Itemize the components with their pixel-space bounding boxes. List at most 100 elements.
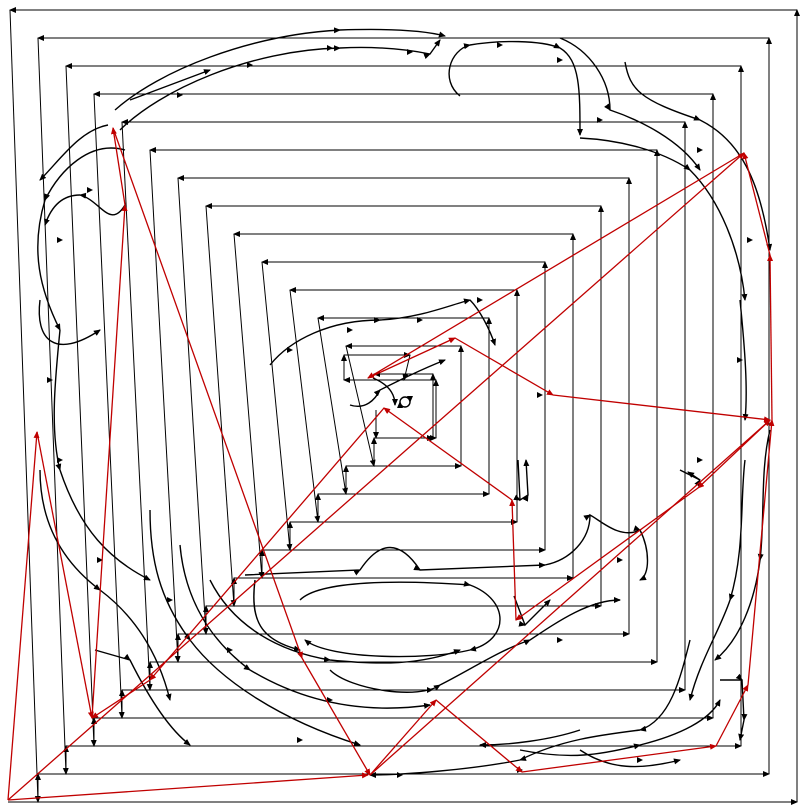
- arrowhead-icon: [407, 49, 413, 55]
- arrowhead-icon: [417, 317, 423, 323]
- jump-segment: [767, 254, 774, 421]
- spiral-segment: [261, 261, 293, 551]
- jump-segment: [369, 699, 437, 776]
- contour-paths: [37, 27, 773, 778]
- jump-segment: [91, 204, 128, 719]
- arrowhead-icon: [57, 457, 63, 463]
- spiral-segment: [65, 65, 97, 747]
- contour-curve: [149, 509, 361, 747]
- jump-segment: [7, 431, 40, 801]
- contour-curve: [579, 749, 681, 768]
- jump-segment: [715, 684, 749, 747]
- arrowhead-icon: [427, 687, 433, 693]
- contour-curve: [44, 192, 126, 226]
- arrowhead-icon: [87, 187, 93, 193]
- contour-curve: [579, 137, 748, 301]
- contour-curve: [714, 429, 771, 661]
- contour-curve: [269, 298, 471, 366]
- arrowhead-icon: [327, 697, 333, 703]
- contour-curve: [513, 459, 530, 502]
- arrowhead-icon: [597, 117, 603, 123]
- contour-curve: [513, 595, 551, 627]
- contour-curve: [519, 699, 721, 757]
- arrowhead-icon: [167, 597, 173, 603]
- arrowhead-icon: [227, 647, 233, 653]
- arrowhead-icon: [327, 45, 333, 51]
- contour-curve: [349, 359, 446, 407]
- arrowhead-icon: [637, 757, 643, 763]
- jump-segment: [369, 419, 771, 776]
- contour-curve: [559, 37, 701, 171]
- contour-curve: [739, 299, 749, 421]
- arrowhead-icon: [97, 557, 103, 563]
- arrowhead-icon: [537, 392, 543, 398]
- contour-curve: [469, 299, 496, 346]
- contour-curve: [37, 147, 126, 331]
- contour-curve: [244, 546, 546, 576]
- jump-segment: [7, 772, 369, 801]
- jump-segment: [7, 152, 745, 801]
- arrowhead-icon: [287, 347, 293, 353]
- spiral-segment: [121, 121, 153, 691]
- jump-segment: [742, 152, 771, 256]
- jump-segment: [149, 407, 385, 681]
- arrowhead-icon: [697, 457, 703, 463]
- spiral-segment: [9, 9, 41, 803]
- contour-curve: [624, 61, 773, 251]
- spiral-segment: [177, 177, 209, 635]
- spiral-segment: [149, 149, 181, 663]
- jump-segment: [112, 127, 303, 659]
- contour-curve: [299, 580, 501, 658]
- arrowhead-icon: [477, 297, 483, 303]
- spiral-segment: [233, 233, 265, 579]
- contour-curve: [688, 459, 746, 701]
- arrowhead-icon: [747, 237, 753, 243]
- jump-segment: [454, 337, 554, 396]
- jump-segment: [521, 743, 717, 773]
- arrowhead-icon: [397, 772, 403, 778]
- jump-segment: [301, 657, 371, 776]
- arrowhead-icon: [47, 377, 53, 383]
- jump-segment: [747, 419, 775, 686]
- arrowhead-icon: [557, 57, 563, 63]
- jump-segment: [367, 337, 456, 379]
- jump-segment: [509, 499, 517, 621]
- contour-curve: [253, 579, 301, 652]
- jump-segment: [435, 699, 523, 773]
- spiral-segment: [289, 289, 321, 523]
- arrowhead-icon: [737, 357, 743, 363]
- contour-curve: [179, 544, 431, 709]
- contour-curve: [94, 649, 191, 746]
- arrowhead-icon: [347, 327, 353, 333]
- contour-curve: [544, 513, 649, 581]
- jump-segment: [383, 407, 513, 501]
- jump-segment: [367, 152, 745, 379]
- arrowhead-icon: [247, 62, 253, 68]
- arrowhead-icon: [497, 42, 503, 48]
- contour-curve: [397, 396, 413, 409]
- arrowhead-icon: [557, 637, 563, 643]
- contour-curve: [372, 377, 398, 406]
- spiral-segment: [317, 317, 349, 495]
- spiral-segment: [205, 205, 237, 607]
- arrowhead-icon: [617, 557, 623, 563]
- arrowhead-icon: [297, 737, 303, 743]
- contour-curve: [53, 329, 151, 581]
- jump-segment: [91, 679, 151, 719]
- contour-curve: [39, 124, 109, 181]
- contour-curve: [329, 597, 621, 693]
- contour-curve: [448, 40, 583, 136]
- contour-curve: [119, 39, 441, 131]
- jump-segment: [36, 431, 94, 719]
- contour-curve: [679, 469, 701, 487]
- contour-curve: [209, 579, 461, 664]
- arrowhead-icon: [177, 92, 183, 98]
- contour-curve: [114, 27, 446, 111]
- arrowhead-icon: [697, 147, 703, 153]
- jump-paths: [7, 127, 775, 801]
- contour-curve: [38, 299, 101, 346]
- arrowhead-icon: [57, 237, 63, 243]
- jump-segment: [552, 394, 771, 423]
